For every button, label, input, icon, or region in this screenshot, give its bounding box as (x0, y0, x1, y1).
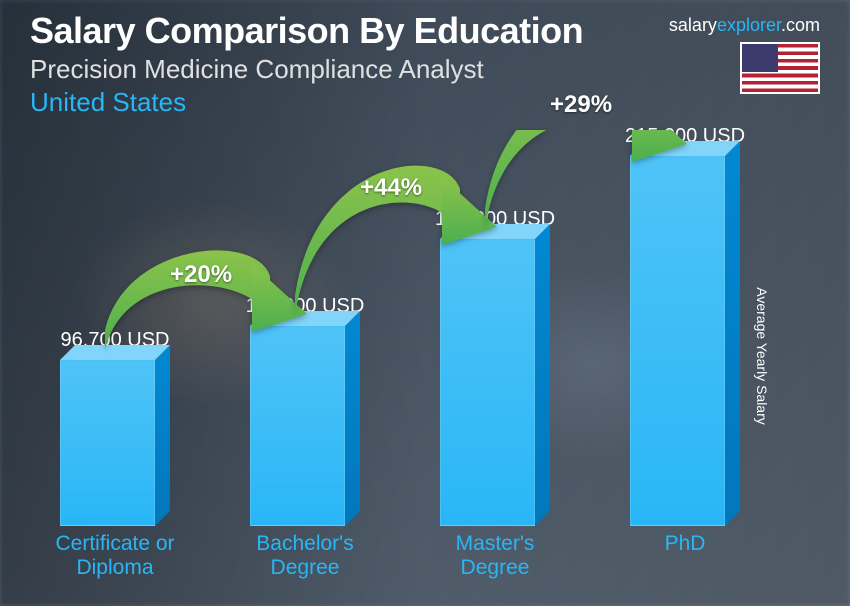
job-title: Precision Medicine Compliance Analyst (30, 54, 820, 85)
bar-front (60, 360, 155, 526)
bar-front (630, 156, 725, 526)
bar-group: 167,000 USDMaster'sDegree (430, 208, 560, 526)
main-title: Salary Comparison By Education (30, 10, 820, 52)
bar-3d (440, 239, 550, 526)
bar-top (440, 224, 550, 239)
bar-side (725, 141, 740, 526)
bar-group: 116,000 USDBachelor'sDegree (240, 295, 370, 526)
bar-side (155, 345, 170, 526)
bar-side (345, 311, 360, 526)
location-label: United States (30, 87, 820, 118)
percent-increase-label: +44% (360, 174, 422, 202)
header: Salary Comparison By Education Precision… (30, 10, 820, 118)
bar-top (250, 311, 360, 326)
bar-side (535, 224, 550, 526)
bar-chart: Average Yearly Salary 96,700 USDCertific… (40, 130, 800, 581)
y-axis-label: Average Yearly Salary (753, 287, 769, 425)
percent-increase-label: +20% (170, 261, 232, 289)
bar-3d (60, 360, 170, 526)
bar-top (60, 345, 170, 360)
bar-group: 215,000 USDPhD (620, 125, 750, 526)
bar-front (250, 326, 345, 526)
bar-category-label: Bachelor'sDegree (256, 532, 353, 580)
bar-front (440, 239, 535, 526)
bar-group: 96,700 USDCertificate orDiploma (50, 329, 180, 526)
infographic-canvas: Salary Comparison By Education Precision… (0, 0, 850, 606)
bar-category-label: Certificate orDiploma (55, 532, 174, 580)
bar-category-label: Master'sDegree (456, 532, 535, 580)
bar-3d (250, 326, 360, 526)
bar-top (630, 141, 740, 156)
bar-category-label: PhD (665, 532, 706, 556)
bar-3d (630, 156, 740, 526)
